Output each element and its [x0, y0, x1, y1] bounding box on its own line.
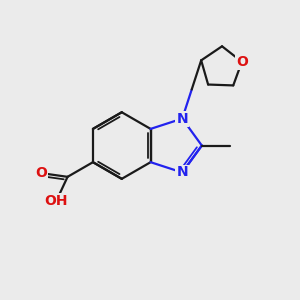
Text: N: N — [176, 112, 188, 126]
Text: O: O — [236, 55, 248, 69]
Text: OH: OH — [45, 194, 68, 208]
Text: O: O — [35, 166, 47, 180]
Text: N: N — [176, 166, 188, 179]
